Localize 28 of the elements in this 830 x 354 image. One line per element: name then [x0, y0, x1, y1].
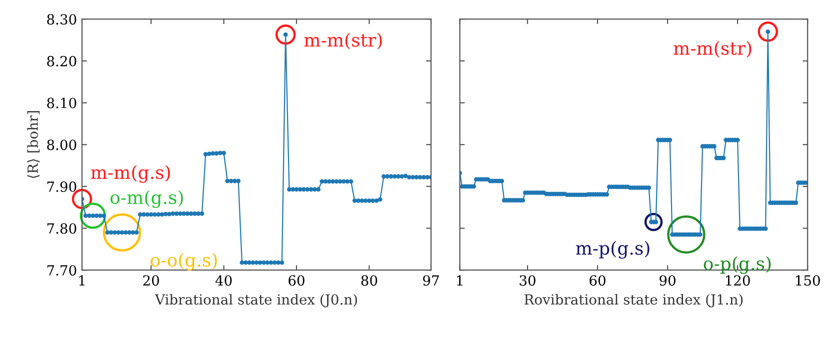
x-tick-label: 60	[288, 275, 304, 286]
annotation: m-m(str)	[674, 40, 752, 58]
y-tick-label: 7.90	[47, 181, 76, 192]
x-tick-label: 1	[79, 275, 84, 286]
x-tick-label: 97	[423, 275, 439, 286]
y-tick-label: 8.30	[47, 14, 76, 25]
x-tick-label: 20	[143, 275, 159, 286]
x-axis-title: Vibrational state index (J0.n)	[154, 294, 357, 308]
x-tick-label: 80	[361, 275, 378, 286]
y-tick-label: 8.00	[47, 140, 76, 150]
annotation: m-p(g.s)	[576, 240, 650, 259]
x-tick-label: 60	[590, 275, 606, 286]
annotation: m-m(str)	[304, 32, 382, 50]
y-tick-label: 8.10	[47, 98, 76, 108]
annotation: m-m(g.s)	[90, 165, 170, 183]
annotation: o-o(g.s)	[150, 252, 217, 270]
y-axis-title: ⟨R⟩ [bohr]	[27, 111, 40, 178]
y-tick-label: 8.20	[47, 56, 76, 66]
x-tick-label: 150	[796, 275, 820, 286]
x-tick-label: 30	[520, 275, 536, 286]
x-tick-label: 40	[215, 275, 232, 286]
x-tick-label: 90	[660, 275, 676, 286]
x-tick-label: 120	[726, 275, 750, 286]
x-axis-title: Rovibrational state index (J1.n)	[524, 294, 743, 308]
y-tick-label: 7.70	[47, 265, 76, 276]
annotation: o-m(g.s)	[110, 190, 183, 208]
y-tick-label: 7.80	[47, 223, 76, 234]
x-tick-label: 1	[457, 275, 462, 286]
